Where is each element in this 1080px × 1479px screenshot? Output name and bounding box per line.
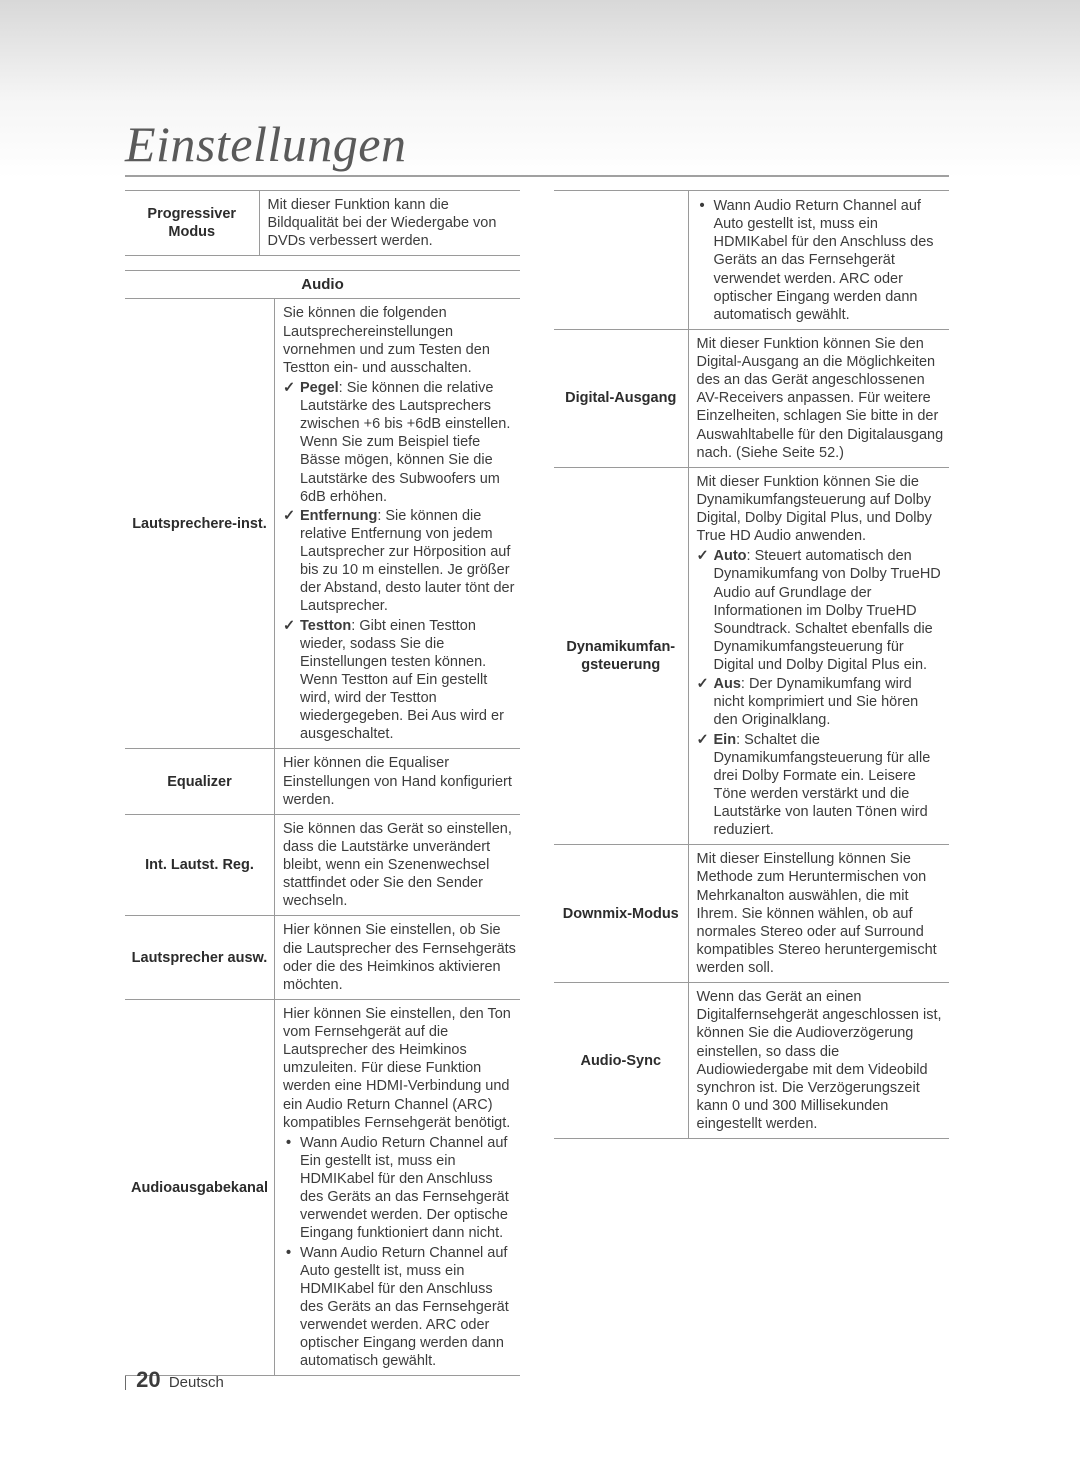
desc-equalizer: Hier können die Equaliser Einstellungen … xyxy=(274,749,520,814)
aus-text: : Der Dynamikumfang wird nicht komprimie… xyxy=(714,676,919,728)
desc-downmix-modus: Mit dieser Einstellung können Sie Method… xyxy=(688,845,949,983)
label-audioausgabekanal: Audioausgabekanal xyxy=(125,999,274,1376)
row-downmix-modus: Downmix-Modus Mit dieser Einstellung kön… xyxy=(554,845,949,983)
row-digital-ausgang: Digital-Ausgang Mit dieser Funktion könn… xyxy=(554,329,949,467)
desc-int-lautst-reg: Sie können das Gerät so einstellen, dass… xyxy=(274,814,520,916)
desc-dynamikumfang: Mit dieser Funktion können Sie die Dynam… xyxy=(688,467,949,845)
row-equalizer: Equalizer Hier können die Equaliser Eins… xyxy=(125,749,520,814)
row-audioausgabekanal: Audioausgabekanal Hier können Sie einste… xyxy=(125,999,520,1376)
audioausgabe-intro: Hier können Sie einstellen, den Ton vom … xyxy=(283,1005,516,1132)
label-dynamikumfang: Dynamikumfan-gsteuerung xyxy=(554,467,688,845)
left-column: Progressiver Modus Mit dieser Funktion k… xyxy=(125,190,520,1376)
row-audio-sync: Audio-Sync Wenn das Gerät an einen Digit… xyxy=(554,983,949,1139)
right-column: Wann Audio Return Channel auf Auto geste… xyxy=(554,190,949,1376)
row-dynamikumfang: Dynamikumfan-gsteuerung Mit dieser Funkt… xyxy=(554,467,949,845)
row-progressiver-modus: Progressiver Modus Mit dieser Funktion k… xyxy=(125,191,520,256)
auto-text: : Steuert automatisch den Dynamikumfang … xyxy=(714,548,941,673)
desc-digital-ausgang: Mit dieser Funktion können Sie den Digit… xyxy=(688,329,949,467)
desc-progressiver-modus: Mit dieser Funktion kann die Bildqualitä… xyxy=(259,191,520,256)
label-int-lautst-reg: Int. Lautst. Reg. xyxy=(125,814,274,916)
label-progressiver-modus: Progressiver Modus xyxy=(125,191,259,256)
desc-audioausgabekanal: Hier können Sie einstellen, den Ton vom … xyxy=(274,999,520,1376)
item-pegel: Pegel: Sie können die relative Lautstärk… xyxy=(283,379,516,506)
label-digital-ausgang: Digital-Ausgang xyxy=(554,329,688,467)
desc-audio-sync: Wenn das Gerät an einen Digitalfernsehge… xyxy=(688,983,949,1139)
content-area: Progressiver Modus Mit dieser Funktion k… xyxy=(125,190,949,1376)
label-equalizer: Equalizer xyxy=(125,749,274,814)
carryover-item: Wann Audio Return Channel auf Auto geste… xyxy=(697,197,946,324)
audioausgabe-b1: Wann Audio Return Channel auf Ein gestel… xyxy=(283,1134,516,1243)
footer-divider xyxy=(125,1376,126,1390)
page-number: 20 xyxy=(136,1367,160,1392)
entfernung-bold: Entfernung xyxy=(300,508,377,524)
lautsprecher-intro: Sie können die folgenden Lautsprecherein… xyxy=(283,304,516,377)
dynamik-list: Auto: Steuert automatisch den Dynamikumf… xyxy=(697,547,946,839)
page-language: Deutsch xyxy=(169,1374,224,1391)
left-table-top: Progressiver Modus Mit dieser Funktion k… xyxy=(125,190,520,256)
carryover-list: Wann Audio Return Channel auf Auto geste… xyxy=(697,197,946,324)
right-table: Wann Audio Return Channel auf Auto geste… xyxy=(554,190,949,1139)
page-footer: 20 Deutsch xyxy=(125,1367,224,1393)
pegel-text: : Sie können die relative Lautstärke des… xyxy=(300,380,510,505)
section-header-audio: Audio xyxy=(125,270,520,299)
left-table-audio: Lautsprechere-inst. Sie können die folge… xyxy=(125,299,520,1376)
label-lautsprecher-inst: Lautsprechere-inst. xyxy=(125,299,274,749)
item-auto: Auto: Steuert automatisch den Dynamikumf… xyxy=(697,547,946,674)
lautsprecher-list: Pegel: Sie können die relative Lautstärk… xyxy=(283,379,516,744)
audioausgabe-list: Wann Audio Return Channel auf Ein gestel… xyxy=(283,1134,516,1371)
desc-lautsprecher-ausw: Hier können Sie einstellen, ob Sie die L… xyxy=(274,916,520,1000)
item-entfernung: Entfernung: Sie können die relative Entf… xyxy=(283,507,516,616)
row-int-lautst-reg: Int. Lautst. Reg. Sie können das Gerät s… xyxy=(125,814,520,916)
desc-lautsprecher-inst: Sie können die folgenden Lautsprecherein… xyxy=(274,299,520,749)
row-carryover: Wann Audio Return Channel auf Auto geste… xyxy=(554,191,949,330)
ein-text: : Schaltet die Dynamikumfangsteuerung fü… xyxy=(714,732,931,839)
pegel-bold: Pegel xyxy=(300,380,339,396)
row-lautsprecher-ausw: Lautsprecher ausw. Hier können Sie einst… xyxy=(125,916,520,1000)
label-downmix-modus: Downmix-Modus xyxy=(554,845,688,983)
audioausgabe-b2: Wann Audio Return Channel auf Auto geste… xyxy=(283,1244,516,1371)
testton-text: : Gibt einen Testton wieder, sodass Sie … xyxy=(300,618,504,743)
page-title: Einstellungen xyxy=(125,115,406,173)
ein-bold: Ein xyxy=(714,732,737,748)
auto-bold: Auto xyxy=(714,548,747,564)
title-underline xyxy=(125,175,949,177)
dynamik-intro: Mit dieser Funktion können Sie die Dynam… xyxy=(697,473,946,546)
testton-bold: Testton xyxy=(300,618,351,634)
row-lautsprecher-inst: Lautsprechere-inst. Sie können die folge… xyxy=(125,299,520,749)
item-testton: Testton: Gibt einen Testton wieder, soda… xyxy=(283,617,516,744)
desc-carryover: Wann Audio Return Channel auf Auto geste… xyxy=(688,191,949,330)
label-audio-sync: Audio-Sync xyxy=(554,983,688,1139)
label-lautsprecher-ausw: Lautsprecher ausw. xyxy=(125,916,274,1000)
label-carryover-empty xyxy=(554,191,688,330)
item-aus: Aus: Der Dynamikumfang wird nicht kompri… xyxy=(697,675,946,729)
item-ein: Ein: Schaltet die Dynamikumfangsteuerung… xyxy=(697,731,946,840)
aus-bold: Aus xyxy=(714,676,741,692)
